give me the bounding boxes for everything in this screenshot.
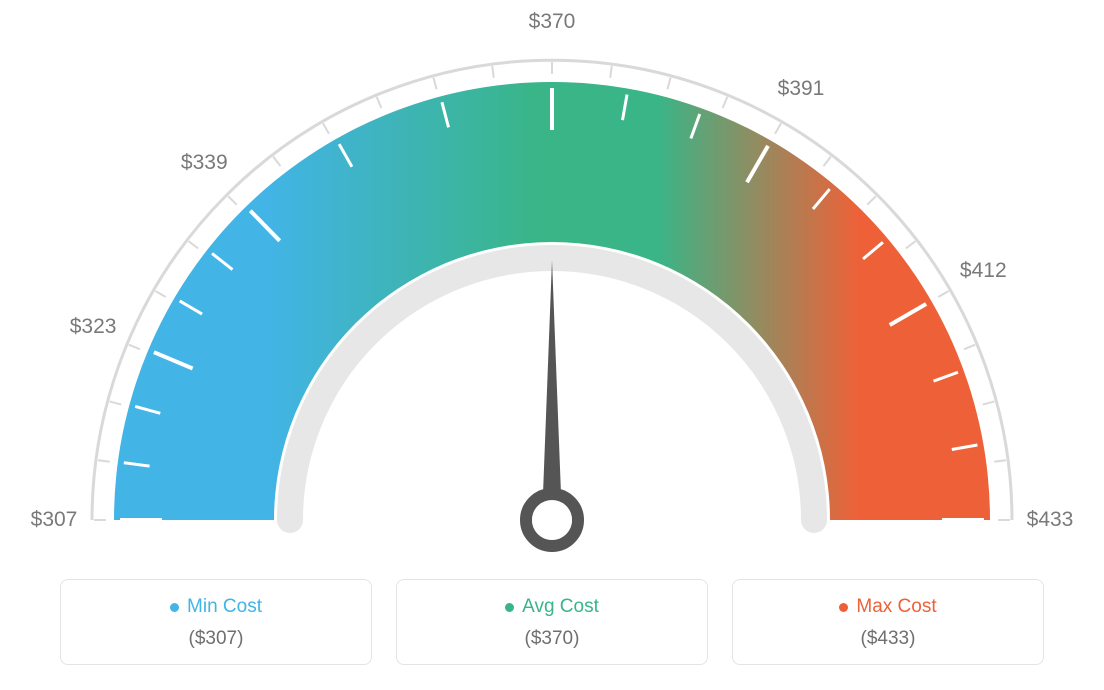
legend-card-avg: Avg Cost ($370) (396, 579, 708, 665)
legend-label-min: Min Cost (187, 596, 262, 618)
legend-value-max: ($433) (743, 628, 1033, 650)
gauge-tick-label: $433 (1027, 508, 1074, 532)
legend-dot-avg (505, 603, 514, 612)
legend-card-max: Max Cost ($433) (732, 579, 1044, 665)
gauge-tick-label: $307 (31, 508, 78, 532)
legend-label-avg: Avg Cost (522, 596, 599, 618)
legend-title-max: Max Cost (839, 596, 936, 618)
legend-title-avg: Avg Cost (505, 596, 599, 618)
gauge-tick-label: $323 (70, 315, 117, 339)
cost-gauge-container: $307 $323 $339 $370 $391 $412 $433 Min Cost ($… (0, 0, 1104, 690)
legend-row: Min Cost ($307) Avg Cost ($370) Max Cost… (60, 579, 1044, 665)
gauge-tick-label: $370 (529, 10, 576, 34)
gauge-tick-label: $391 (778, 77, 825, 101)
legend-value-min: ($307) (71, 628, 361, 650)
gauge-tick-label: $412 (960, 259, 1007, 283)
legend-value-avg: ($370) (407, 628, 697, 650)
legend-dot-min (170, 603, 179, 612)
legend-label-max: Max Cost (856, 596, 936, 618)
gauge-chart: $307 $323 $339 $370 $391 $412 $433 (0, 0, 1104, 560)
legend-card-min: Min Cost ($307) (60, 579, 372, 665)
legend-dot-max (839, 603, 848, 612)
legend-title-min: Min Cost (170, 596, 262, 618)
gauge-tick-label: $339 (181, 151, 228, 175)
